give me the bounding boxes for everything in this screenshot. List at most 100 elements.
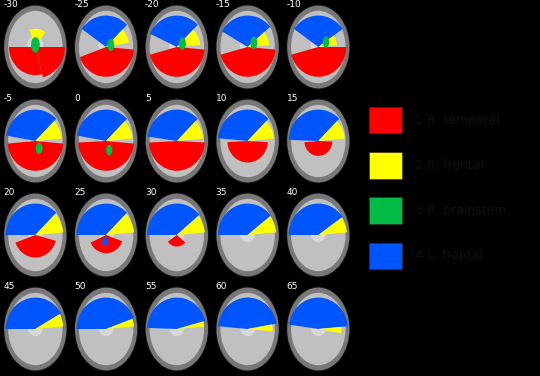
Ellipse shape	[310, 36, 326, 54]
Ellipse shape	[74, 99, 138, 183]
Ellipse shape	[75, 194, 137, 276]
Ellipse shape	[75, 6, 137, 88]
Wedge shape	[289, 109, 339, 141]
Ellipse shape	[4, 288, 66, 370]
Ellipse shape	[79, 105, 133, 177]
Ellipse shape	[240, 36, 255, 54]
Ellipse shape	[169, 36, 185, 54]
Ellipse shape	[98, 130, 114, 148]
Ellipse shape	[145, 99, 209, 183]
Bar	[369, 243, 402, 269]
Ellipse shape	[240, 318, 255, 336]
Ellipse shape	[217, 194, 279, 276]
Ellipse shape	[286, 99, 350, 183]
Ellipse shape	[146, 6, 208, 88]
Wedge shape	[36, 121, 62, 141]
Ellipse shape	[28, 130, 43, 148]
Wedge shape	[78, 141, 134, 171]
Bar	[369, 152, 402, 179]
Ellipse shape	[3, 287, 67, 371]
Ellipse shape	[146, 288, 208, 370]
Ellipse shape	[75, 194, 137, 276]
Wedge shape	[247, 216, 276, 235]
Ellipse shape	[145, 193, 209, 277]
Ellipse shape	[4, 100, 66, 182]
Wedge shape	[319, 218, 347, 235]
Wedge shape	[177, 321, 204, 329]
Text: 25: 25	[75, 188, 86, 197]
Ellipse shape	[220, 105, 275, 177]
Ellipse shape	[36, 143, 43, 154]
Text: -5: -5	[4, 94, 12, 103]
Ellipse shape	[240, 130, 255, 148]
Wedge shape	[289, 297, 348, 329]
Ellipse shape	[3, 5, 67, 89]
Wedge shape	[36, 47, 65, 77]
Wedge shape	[247, 121, 274, 141]
Ellipse shape	[323, 36, 329, 48]
Text: 20: 20	[4, 188, 15, 197]
Wedge shape	[227, 141, 268, 162]
Text: 60: 60	[216, 282, 227, 291]
Ellipse shape	[4, 194, 66, 276]
Wedge shape	[147, 297, 205, 329]
Wedge shape	[247, 324, 273, 331]
Wedge shape	[77, 203, 127, 235]
Text: -20: -20	[145, 0, 160, 9]
Wedge shape	[91, 235, 122, 253]
Ellipse shape	[79, 11, 133, 83]
Ellipse shape	[150, 199, 204, 271]
Wedge shape	[168, 235, 185, 247]
Ellipse shape	[75, 100, 137, 182]
Wedge shape	[218, 297, 276, 329]
Wedge shape	[6, 109, 56, 141]
Ellipse shape	[215, 5, 280, 89]
Wedge shape	[247, 32, 269, 47]
Ellipse shape	[287, 100, 349, 182]
Wedge shape	[319, 121, 345, 141]
Ellipse shape	[291, 11, 346, 83]
Text: 35: 35	[216, 188, 227, 197]
Ellipse shape	[74, 287, 138, 371]
Ellipse shape	[8, 293, 63, 365]
Wedge shape	[6, 203, 56, 235]
Text: -30: -30	[4, 0, 18, 9]
Ellipse shape	[79, 199, 133, 271]
Text: 2 R. frontal: 2 R. frontal	[415, 159, 484, 172]
Text: 4 L. frontal: 4 L. frontal	[415, 249, 483, 262]
Text: 55: 55	[145, 282, 157, 291]
Ellipse shape	[217, 288, 279, 370]
Ellipse shape	[217, 194, 279, 276]
Ellipse shape	[220, 293, 275, 365]
Ellipse shape	[291, 199, 346, 271]
Ellipse shape	[287, 194, 349, 276]
Bar	[369, 107, 402, 133]
Text: -15: -15	[216, 0, 231, 9]
Ellipse shape	[287, 194, 349, 276]
Ellipse shape	[146, 6, 208, 88]
Wedge shape	[77, 297, 134, 329]
Text: 50: 50	[75, 282, 86, 291]
Ellipse shape	[169, 130, 185, 148]
Ellipse shape	[3, 193, 67, 277]
Text: 1 R. temporal: 1 R. temporal	[415, 114, 500, 127]
Ellipse shape	[179, 38, 186, 50]
Ellipse shape	[4, 100, 66, 182]
Wedge shape	[147, 203, 199, 235]
Ellipse shape	[107, 39, 114, 51]
Ellipse shape	[150, 293, 204, 365]
Ellipse shape	[146, 194, 208, 276]
Ellipse shape	[240, 224, 255, 242]
Wedge shape	[80, 47, 134, 77]
Wedge shape	[305, 141, 332, 156]
Wedge shape	[220, 47, 275, 77]
Ellipse shape	[28, 224, 43, 242]
Wedge shape	[82, 15, 127, 47]
Ellipse shape	[79, 293, 133, 365]
Ellipse shape	[98, 224, 114, 242]
Ellipse shape	[286, 193, 350, 277]
Wedge shape	[9, 47, 42, 75]
Wedge shape	[289, 203, 342, 235]
Wedge shape	[218, 109, 268, 141]
Ellipse shape	[287, 6, 349, 88]
